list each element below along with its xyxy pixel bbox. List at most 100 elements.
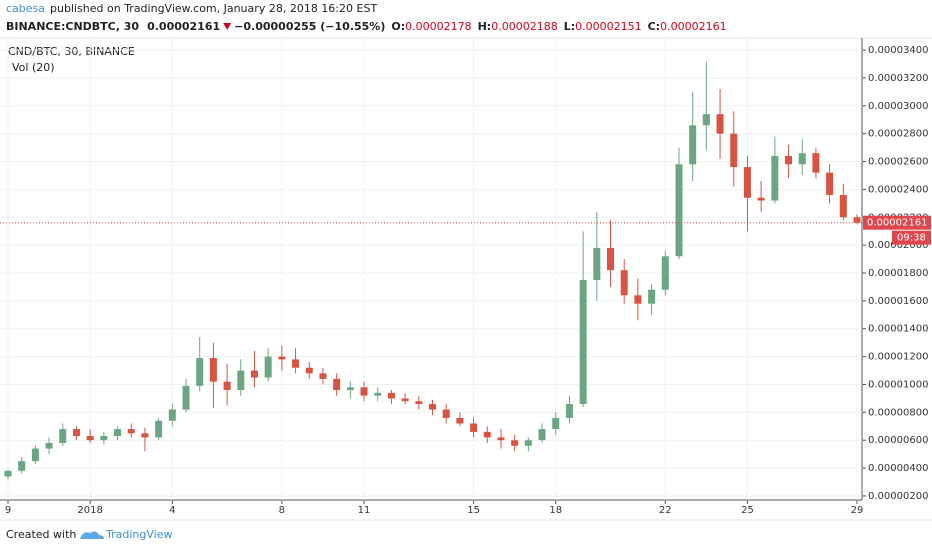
logo [80, 531, 104, 539]
y-tick-label: 0.00000600 [868, 435, 928, 446]
chart-title: CND/BTC, 30, BINANCE [8, 45, 135, 58]
candle-body [593, 247, 601, 280]
x-tick-label: 2018 [77, 505, 102, 516]
candle-body [497, 437, 505, 441]
ohlc-value: 0.00002178 [405, 20, 471, 33]
y-tick-label: 0.00002400 [868, 184, 928, 195]
candle-body [374, 392, 382, 396]
candle-body [470, 423, 478, 432]
candle-body [237, 370, 245, 391]
last-price: 0.00002161 [147, 20, 220, 33]
y-tick-label: 0.00001600 [868, 296, 928, 307]
ohlc-key: O: [391, 20, 405, 33]
volume-label: Vol (20) [12, 61, 55, 74]
candle-body [607, 247, 615, 271]
candle-body [18, 461, 26, 471]
candle-body [401, 398, 409, 402]
candle-body [127, 429, 135, 434]
ohlc-key: H: [478, 20, 492, 33]
candle-body [798, 153, 806, 165]
ohlc-value: 0.00002151 [575, 20, 641, 33]
candle-body [661, 256, 669, 290]
x-tick-label: 29 [851, 505, 864, 516]
change: −0.00000255 (−10.55%) [234, 20, 385, 33]
candle-body [716, 114, 724, 134]
candle-body [456, 417, 464, 424]
candle-body [785, 155, 793, 165]
candle-body [250, 370, 258, 378]
candle-body [196, 358, 204, 386]
candle-body [168, 409, 176, 421]
footer-created: Created with [6, 528, 76, 541]
candle-body [360, 387, 368, 396]
candle-body [292, 359, 300, 368]
candle-body [223, 381, 231, 391]
y-tick-label: 0.00001400 [868, 324, 928, 335]
candle-body [278, 356, 286, 360]
candle-body [853, 217, 861, 223]
x-tick-label: 25 [741, 505, 754, 516]
last-price-label: 0.00002161 [867, 218, 927, 229]
candle-body [757, 197, 765, 201]
candle-body [689, 125, 697, 165]
candle-body [59, 429, 67, 444]
candle-body [730, 133, 738, 168]
candle-body [45, 443, 53, 449]
x-tick-label: 15 [467, 505, 480, 516]
candle-body [333, 378, 341, 391]
candle-body [675, 164, 683, 257]
x-tick-label: 4 [169, 505, 175, 516]
countdown: 09:38 [897, 233, 926, 244]
author[interactable]: cabesa [6, 2, 45, 15]
x-tick-label: 11 [358, 505, 371, 516]
candle-body [483, 431, 491, 438]
candle-body [387, 392, 395, 399]
candle-body [442, 409, 450, 418]
candle-body [634, 295, 642, 304]
candle-body [524, 440, 532, 446]
y-tick-label: 0.00000400 [868, 463, 928, 474]
candle-body [209, 358, 217, 382]
candle-body [155, 420, 163, 438]
y-tick-label: 0.00002000 [868, 240, 928, 251]
candle-body [511, 440, 519, 446]
candle-body [31, 448, 39, 462]
candle-body [86, 436, 94, 441]
candle-body [620, 270, 628, 296]
candle-body [538, 429, 546, 441]
candle-body [415, 401, 423, 404]
candle-body [114, 429, 122, 437]
x-tick-label: 18 [549, 505, 562, 516]
candle-body [826, 172, 834, 195]
y-tick-label: 0.00003400 [868, 45, 928, 56]
candle-body [579, 279, 587, 404]
y-tick-label: 0.00000200 [868, 491, 928, 502]
candle-body [771, 155, 779, 201]
last-price-box [863, 215, 931, 230]
y-tick-label: 0.00001000 [868, 379, 928, 390]
candle-body [839, 194, 847, 218]
symbol: BINANCE:CNDBTC, 30 [6, 20, 139, 33]
candle-body [648, 289, 656, 304]
x-tick-label: 9 [5, 505, 11, 516]
plot [0, 38, 862, 500]
y-tick-label: 0.00001200 [868, 352, 928, 363]
candle-body [264, 356, 272, 378]
y-tick-label: 0.00003200 [868, 73, 928, 84]
symbol-info: BINANCE:CNDBTC, 30 0.00002161 −0.00000255… [6, 20, 727, 33]
x-tick-label: 8 [279, 505, 285, 516]
ohlc-value: 0.00002188 [491, 20, 557, 33]
candle-body [319, 373, 327, 379]
candle-body [812, 153, 820, 173]
y-tick-label: 0.00002600 [868, 157, 928, 168]
y-tick-label: 0.00003000 [868, 101, 928, 112]
candle-body [565, 403, 573, 418]
y-tick-label: 0.00002800 [868, 129, 928, 140]
footer-brand[interactable]: TradingView [105, 528, 172, 541]
candle-body [702, 114, 710, 126]
ohlc-key: L: [564, 20, 575, 33]
published: published on TradingView.com, January 28… [50, 2, 377, 15]
x-tick-label: 22 [659, 505, 672, 516]
